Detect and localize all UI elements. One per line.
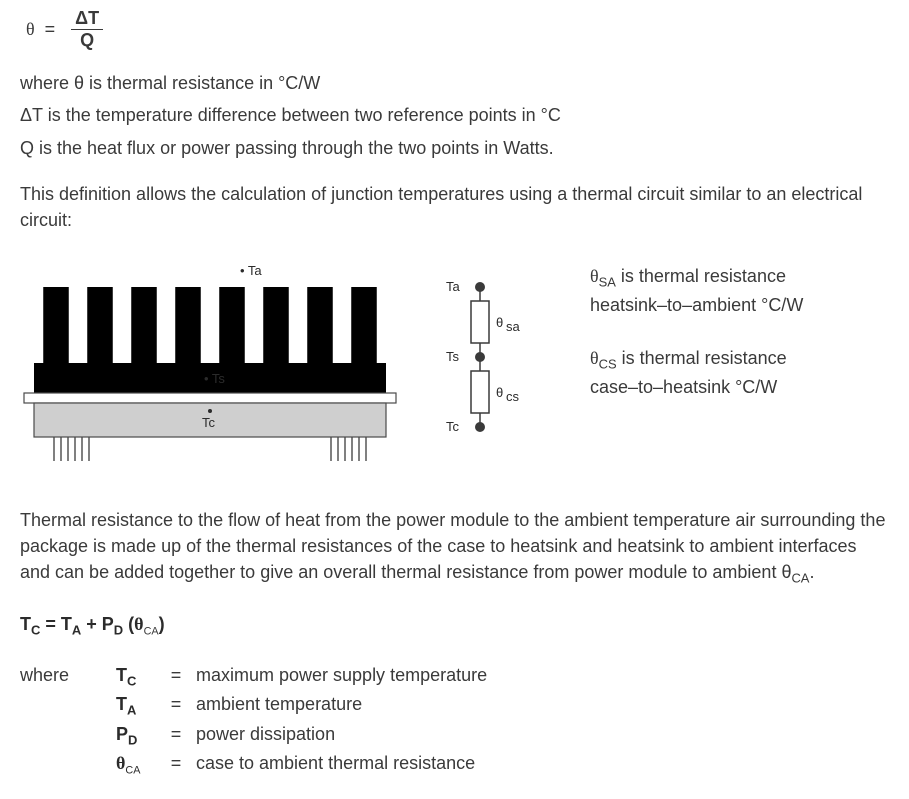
ta-sym: T [61, 614, 72, 634]
where-equals: = [164, 721, 188, 750]
legend-theta-cs: θCS is thermal resistance case–to–heatsi… [590, 345, 889, 401]
svg-text:Ts: Ts [446, 349, 460, 364]
equation-lhs: θ [26, 16, 35, 42]
thca-sym: θ [134, 614, 143, 634]
svg-text:θ: θ [496, 385, 503, 400]
where-row: θCA= case to ambient thermal resistance [116, 750, 487, 779]
where-block: where TC= maximum power supply temperatu… [20, 662, 889, 779]
equation-numerator: ΔT [71, 8, 103, 30]
where-equals: = [164, 662, 188, 691]
pd-sym: P [102, 614, 114, 634]
svg-text:Tc: Tc [446, 419, 460, 434]
legend-cs-text2: case–to–heatsink °C/W [590, 377, 777, 397]
where-definition: power dissipation [188, 721, 335, 750]
legend-sa-text1: is thermal resistance [616, 266, 786, 286]
where-definition: case to ambient thermal resistance [188, 750, 475, 779]
equation-equals: = [45, 16, 56, 42]
where-symbol: θCA [116, 750, 164, 779]
svg-text:θ: θ [496, 315, 503, 330]
diagram-legend: θSA is thermal resistance heatsink–to–am… [590, 257, 889, 427]
legend-cs-symbol: θ [590, 348, 599, 368]
legend-theta-sa: θSA is thermal resistance heatsink–to–am… [590, 263, 889, 319]
equation-denominator: Q [76, 30, 98, 51]
equation-theta: θ = ΔT Q [26, 8, 889, 50]
where-definitions: TC= maximum power supply temperatureTA= … [116, 662, 487, 779]
thermal-resistance-paragraph: Thermal resistance to the flow of heat f… [20, 507, 889, 589]
where-equals: = [164, 691, 188, 720]
svg-text:cs: cs [506, 389, 520, 404]
where-definition: maximum power supply temperature [188, 662, 487, 691]
where-definition: ambient temperature [188, 691, 362, 720]
where-label: where [20, 662, 116, 779]
equation-fraction: ΔT Q [71, 8, 103, 50]
where-row: TC= maximum power supply temperature [116, 662, 487, 691]
definition-line-2: ΔT is the temperature difference between… [20, 102, 889, 128]
tc-sym: T [20, 614, 31, 634]
heatsink-diagram: • Ta • Ts Tc [20, 257, 420, 479]
thermal-circuit-diagram: θsaθcsTaTsTc [420, 257, 590, 464]
legend-cs-text1: is thermal resistance [617, 348, 787, 368]
legend-sa-sub: SA [599, 274, 616, 289]
para2-sub: CA [791, 571, 809, 586]
thca-sub: CA [144, 625, 159, 637]
where-equals: = [164, 750, 188, 779]
para2-main: Thermal resistance to the flow of heat f… [20, 510, 885, 582]
where-symbol: TC [116, 662, 164, 691]
tc-equation: TC = TA + PD (θCA) [20, 611, 889, 640]
document-page: θ = ΔT Q where θ is thermal resistance i… [0, 0, 909, 799]
svg-text:• Ta: • Ta [240, 263, 262, 278]
definition-line-3: Q is the heat flux or power passing thro… [20, 135, 889, 161]
pd-sub: D [114, 622, 123, 637]
diagram-row: • Ta• TsTc θsaθcsTaTsTc θSA is thermal r… [20, 257, 889, 479]
where-row: TA= ambient temperature [116, 691, 487, 720]
intro-paragraph: This definition allows the calculation o… [20, 181, 889, 233]
legend-sa-text2: heatsink–to–ambient °C/W [590, 295, 803, 315]
para2-tail: . [809, 562, 814, 582]
svg-text:Ta: Ta [446, 279, 461, 294]
ta-sub: A [72, 622, 81, 637]
legend-sa-symbol: θ [590, 266, 599, 286]
where-symbol: TA [116, 691, 164, 720]
definition-line-1: where θ is thermal resistance in °C/W [20, 70, 889, 96]
tc-sub: C [31, 622, 40, 637]
tc-eq-sign: = [45, 614, 61, 634]
where-symbol: PD [116, 721, 164, 750]
svg-text:• Ts: • Ts [204, 371, 225, 386]
legend-cs-sub: CS [599, 356, 617, 371]
tc-plus: + [86, 614, 102, 634]
where-row: PD= power dissipation [116, 721, 487, 750]
tc-close: ) [159, 614, 165, 634]
svg-text:Tc: Tc [202, 415, 216, 430]
svg-text:sa: sa [506, 319, 521, 334]
